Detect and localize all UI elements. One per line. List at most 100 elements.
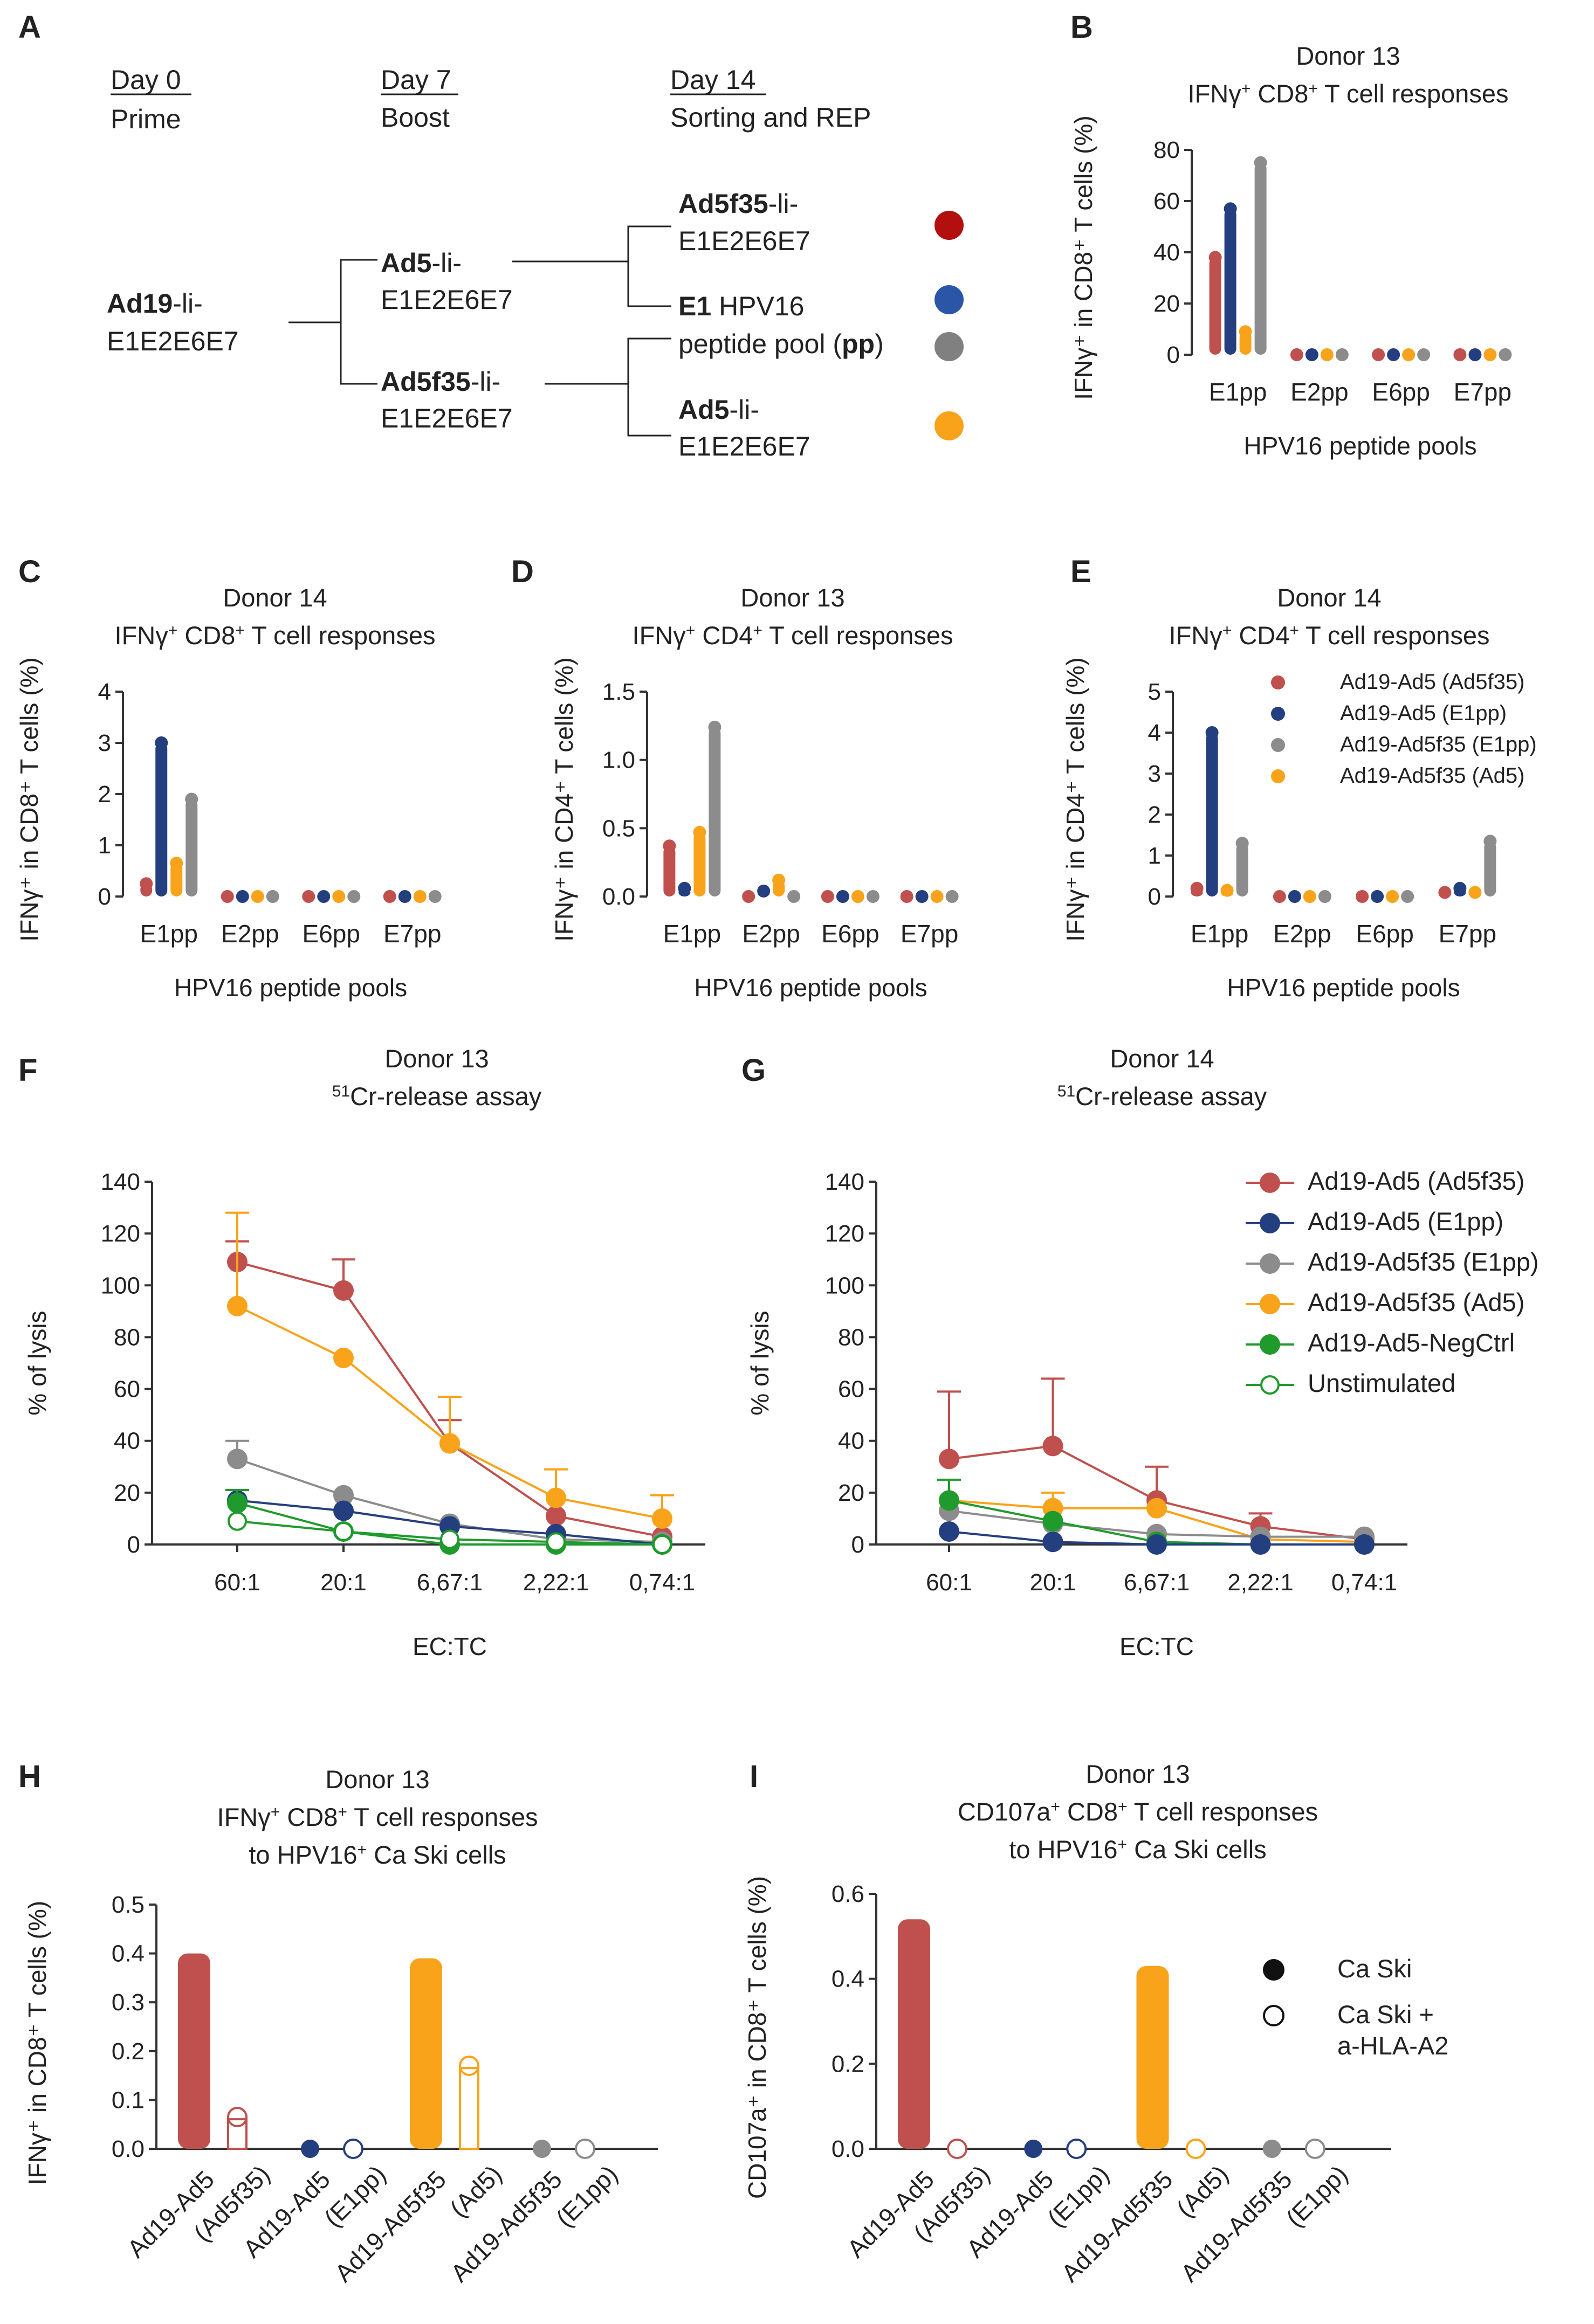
panel-label-f: F (18, 1053, 37, 1088)
y-axis-label: IFNγ⁺ in CD4⁺ T cells (%) (1061, 657, 1089, 941)
bar (185, 799, 198, 897)
x-category-label: E2pp (742, 920, 800, 948)
bar (1484, 841, 1496, 897)
legend-marker (1260, 1173, 1280, 1193)
bar-point (915, 890, 929, 903)
legend-marker (1263, 1959, 1284, 1981)
chart-subtitle: IFNγ+ CD8+ T cell responses (217, 1803, 538, 1831)
x-tick-label: 6,67:1 (417, 1569, 483, 1596)
y-tick-label: 80 (838, 1324, 864, 1350)
y-tick-label: 3 (1148, 761, 1161, 787)
out3-bold: Ad5 (678, 395, 729, 425)
legend-marker (1271, 675, 1285, 689)
panel-label-e: E (1070, 554, 1091, 589)
outcome-ad5-line2: E1E2E6E7 (678, 431, 810, 461)
data-point (1146, 1534, 1167, 1555)
ad5-bold: Ad5 (381, 248, 431, 278)
chart-subtitle-2: to HPV16+ Ca Ski cells (1009, 1835, 1266, 1864)
subtitle-pre: IFNγ (1169, 621, 1223, 650)
dot-orange (935, 411, 964, 440)
x-tick-label: 60:1 (926, 1569, 972, 1596)
y-axis-label: IFNγ⁺ in CD8⁺ T cells (%) (15, 657, 43, 941)
panel-label-b: B (1070, 10, 1093, 45)
data-point (1146, 1498, 1167, 1519)
y-tick-label: 40 (838, 1428, 864, 1454)
bar-point (678, 881, 691, 895)
panel-label-a: A (18, 10, 41, 45)
chart-subtitle: IFNγ+ CD8+ T cell responses (115, 621, 436, 650)
data-point (333, 1500, 354, 1521)
chart-title: Donor 14 (223, 583, 327, 612)
data-point (1354, 1534, 1375, 1555)
bar-point (930, 890, 944, 903)
y-tick-label: 0.2 (832, 2051, 864, 2077)
data-point (333, 1280, 354, 1301)
point-caski (301, 2140, 319, 2158)
data-point (334, 1521, 353, 1541)
legend-label: Ca Ski + (1337, 2000, 1434, 2029)
x-category-label: E7pp (901, 920, 958, 948)
bar-point (821, 890, 834, 903)
out2-line2b: pp (842, 329, 875, 359)
outcome-e1pp-line2: peptide pool (pp) (678, 329, 884, 359)
bar-point (1224, 202, 1237, 216)
bar-point (663, 839, 676, 853)
y-tick-label: 1 (1148, 843, 1161, 869)
bar-point (757, 884, 771, 898)
legend-label: Ad19-Ad5f35 (E1pp) (1340, 733, 1537, 756)
subtitle-sup2: + (753, 622, 762, 639)
ad5-vector: Ad5-li- (381, 248, 462, 278)
x-tick-label: 60:1 (214, 1569, 260, 1596)
bar-point (1499, 348, 1512, 361)
bar-point (1417, 348, 1431, 361)
subtitle-pre: CD107a (958, 1797, 1051, 1826)
bar-point (1386, 890, 1399, 903)
x-category-label: E6pp (821, 920, 879, 948)
bar-point (1205, 726, 1219, 739)
bar-point (1402, 348, 1416, 361)
y-tick-label: 0.5 (112, 1892, 145, 1918)
point-blocked (459, 2055, 479, 2076)
bar-point (398, 890, 411, 903)
y-axis-label: IFNγ⁺ in CD8⁺ T cells (%) (1069, 115, 1097, 399)
y-tick-label: 0 (98, 884, 111, 910)
day7-label: Day 7 (381, 65, 451, 95)
y-tick-label: 4 (98, 679, 111, 705)
subtitle2-pre: to HPV16 (249, 1840, 357, 1869)
x-category-label: E6pp (303, 920, 360, 948)
bar-point (1290, 348, 1303, 361)
legends: Ad19-Ad5 (Ad5f35) Ad19-Ad5 (E1pp) Ad19-Ad5… (1246, 670, 1539, 2060)
x-tick-label: 2,22:1 (523, 1569, 589, 1596)
bar-point (1254, 156, 1267, 169)
x-category-label: E2pp (221, 920, 279, 948)
data-point (546, 1487, 566, 1508)
x-tick-label: 0,74:1 (1331, 1569, 1397, 1596)
y-tick-label: 60 (838, 1376, 864, 1403)
bar-point (1371, 890, 1384, 903)
legend-marker (1263, 2005, 1284, 2026)
bar (1224, 209, 1236, 355)
legend-marker (1260, 1334, 1280, 1355)
subtitle-sup: + (1222, 622, 1232, 639)
bar-point (140, 877, 153, 891)
y-tick-label: 20 (1153, 291, 1180, 317)
day14-label: Day 14 (670, 65, 755, 95)
y-tick-label: 100 (825, 1272, 864, 1299)
x-category-label: E6pp (1356, 920, 1413, 948)
chart-subtitle: CD107a+ CD8+ T cell responses (958, 1797, 1318, 1826)
bar-point (851, 890, 864, 903)
subtitle2-post: Ca Ski cells (367, 1840, 506, 1869)
ad19-vector: Ad19-li- (107, 288, 203, 319)
subtitle-pre: IFNγ (115, 621, 169, 650)
y-tick-label: 1.0 (602, 747, 635, 774)
chart-title: Donor 13 (740, 583, 844, 612)
point-blocked (575, 2139, 595, 2159)
legend-label: Ad19-Ad5 (E1pp) (1340, 701, 1507, 725)
subtitle-mid: CD8 (280, 1803, 338, 1831)
y-tick-label: 60 (114, 1376, 140, 1403)
subtitle-sup2: + (235, 622, 245, 639)
chart-subtitle: 51Cr-release assay (332, 1082, 542, 1111)
